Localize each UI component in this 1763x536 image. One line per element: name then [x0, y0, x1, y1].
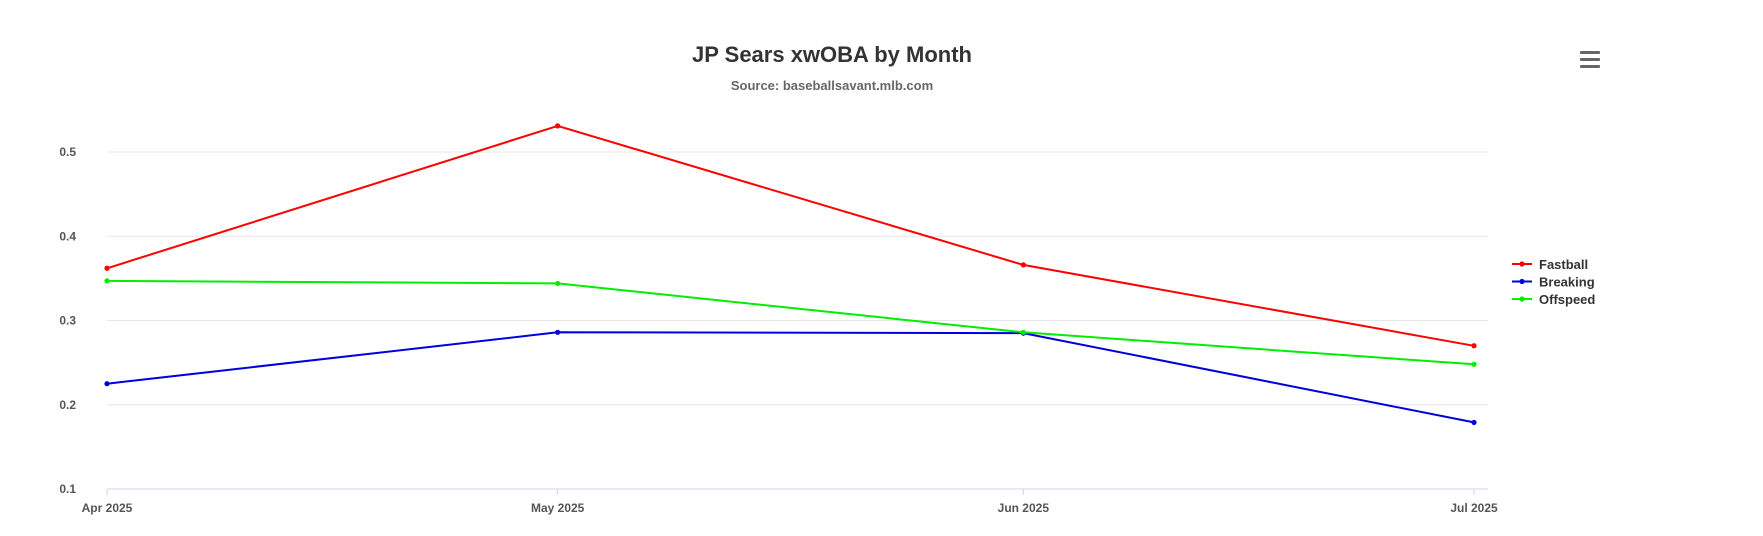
hamburger-menu-icon[interactable]	[1577, 47, 1603, 71]
y-axis-tick-labels: 0.1 0.2 0.3 0.4 0.5	[59, 145, 76, 496]
x-tick-label: Apr 2025	[82, 501, 133, 515]
chart-subtitle: Source: baseballsavant.mlb.com	[731, 78, 933, 93]
data-point-offspeed[interactable]	[104, 278, 110, 284]
series-line-offspeed[interactable]	[106, 279, 1475, 366]
legend-marker-breaking	[1519, 278, 1525, 285]
data-point-offspeed[interactable]	[1471, 361, 1477, 367]
data-point-fastball[interactable]	[1020, 262, 1026, 268]
legend[interactable]: Fastball Breaking Offspeed	[1512, 257, 1595, 307]
legend-item-fastball[interactable]: Fastball	[1512, 257, 1588, 272]
legend-marker-fastball	[1519, 261, 1525, 267]
series-line-breaking[interactable]	[106, 331, 1475, 424]
data-point-offspeed[interactable]	[1020, 329, 1026, 335]
data-point-fastball[interactable]	[1471, 343, 1477, 349]
menu-bar	[1580, 58, 1600, 61]
data-point-breaking[interactable]	[104, 381, 110, 387]
legend-label-fastball: Fastball	[1539, 257, 1588, 272]
data-point-breaking[interactable]	[1471, 419, 1477, 426]
data-point-fastball[interactable]	[555, 123, 561, 129]
y-tick-label: 0.5	[59, 145, 76, 159]
y-tick-label: 0.4	[59, 229, 76, 243]
data-point-offspeed[interactable]	[555, 280, 561, 287]
x-axis-tick-labels: Apr 2025 May 2025 Jun 2025 Jul 2025	[82, 489, 1498, 515]
y-tick-label: 0.1	[59, 482, 76, 496]
menu-bar	[1580, 51, 1600, 54]
x-tick-label: May 2025	[531, 501, 585, 515]
legend-item-breaking[interactable]: Breaking	[1512, 275, 1595, 290]
series-lines	[104, 123, 1477, 426]
series-line-fastball[interactable]	[106, 124, 1475, 347]
gridlines	[107, 151, 1488, 490]
x-tick-label: Jul 2025	[1450, 501, 1498, 515]
legend-item-offspeed[interactable]: Offspeed	[1512, 292, 1595, 307]
menu-bar	[1580, 65, 1600, 68]
y-tick-label: 0.2	[59, 398, 76, 412]
chart-title: JP Sears xwOBA by Month	[692, 42, 972, 67]
legend-label-breaking: Breaking	[1539, 275, 1595, 290]
y-tick-label: 0.3	[59, 314, 76, 328]
data-point-breaking[interactable]	[555, 329, 561, 335]
legend-label-offspeed: Offspeed	[1539, 292, 1595, 307]
x-tick-label: Jun 2025	[998, 501, 1050, 515]
data-point-fastball[interactable]	[104, 265, 110, 271]
legend-marker-offspeed	[1519, 296, 1525, 302]
